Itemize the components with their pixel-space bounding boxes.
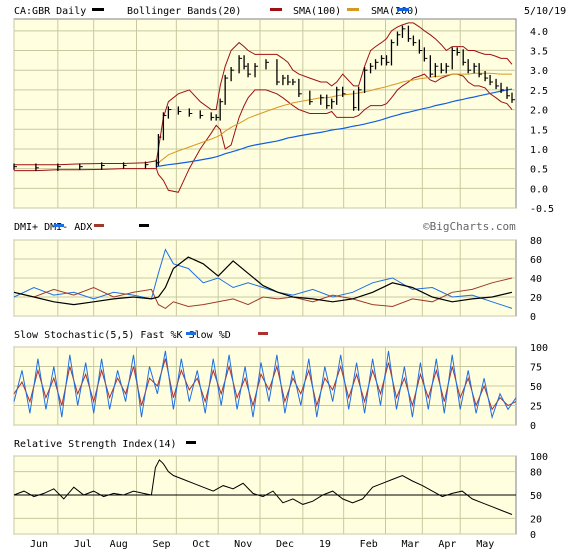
y-tick-label: 0 <box>530 421 536 432</box>
dmi-panel-title: DMI+ DMI- ADX <box>14 222 92 233</box>
panel-background <box>13 18 517 209</box>
month-label: Dec <box>276 539 294 550</box>
rsi-panel-title: Relative Strength Index(14) <box>14 439 177 450</box>
month-label: Feb <box>360 539 378 550</box>
stochastic-panel-title: Slow Stochastic(5,5) Fast %K Slow %D <box>14 330 231 341</box>
month-label: Mar <box>402 539 420 550</box>
month-label: Oct <box>192 539 210 550</box>
rsi-line <box>13 459 513 515</box>
y-tick-label: 20 <box>530 514 542 525</box>
dmi-minus-line <box>13 277 513 310</box>
y-tick-label: 4.0 <box>530 27 548 38</box>
legend-bollinger-label: Bollinger Bands(20) <box>127 6 241 17</box>
slow-d-swatch <box>258 332 268 335</box>
sma200-line <box>156 88 513 168</box>
header: CA:GBR Daily Bollinger Bands(20) SMA(100… <box>14 6 566 17</box>
y-tick-label: 60 <box>530 255 542 266</box>
y-tick-label: 40 <box>530 274 542 285</box>
y-tick-label: 0 <box>530 312 536 323</box>
dmi-plus-swatch <box>54 224 64 227</box>
dmi-panel: DMI+ DMI- ADX 80 60 40 20 0 <box>13 222 542 323</box>
y-tick-label: 100 <box>530 343 548 354</box>
y-tick-label: 80 <box>530 468 542 479</box>
adx-swatch <box>139 224 149 227</box>
y-tick-label: 2.0 <box>530 106 548 117</box>
month-label: 19 <box>319 539 331 550</box>
month-label: Aug <box>110 539 128 550</box>
month-label: Apr <box>438 539 456 550</box>
adx-line <box>13 256 513 306</box>
legend-sma100-label: SMA(100) <box>293 6 341 17</box>
y-tick-label: -0.5 <box>530 204 554 215</box>
month-label: Jul <box>74 539 92 550</box>
sma100-line <box>156 72 512 166</box>
fast-k-swatch <box>186 332 196 335</box>
y-tick-label: 0 <box>530 530 536 541</box>
symbol-label: CA:GBR Daily <box>14 6 86 17</box>
chart-date: 5/10/19 <box>524 6 566 17</box>
y-tick-label: 50 <box>530 382 542 393</box>
y-tick-label: 1.5 <box>530 125 548 136</box>
y-tick-label: 100 <box>530 452 548 463</box>
y-tick-label: 3.5 <box>530 47 548 58</box>
legend-sma200-swatch <box>397 8 409 11</box>
dmi-minus-swatch <box>94 224 104 227</box>
stochastic-panel: Slow Stochastic(5,5) Fast %K Slow %D 100… <box>13 330 548 432</box>
month-label: Nov <box>234 539 252 550</box>
legend-sma200-label: SMA(200) <box>371 6 419 17</box>
y-tick-label: 20 <box>530 293 542 304</box>
month-label: May <box>476 539 494 550</box>
y-tick-label: 25 <box>530 402 542 413</box>
y-tick-label: 3.0 <box>530 66 548 77</box>
fast-k-line <box>13 350 517 420</box>
month-label: Sep <box>153 539 171 550</box>
legend-bollinger-swatch <box>270 8 282 11</box>
y-tick-label: 1.0 <box>530 145 548 156</box>
bollinger-upper-line <box>14 22 513 166</box>
month-label: Jun <box>30 539 48 550</box>
y-tick-label: 50 <box>530 491 542 502</box>
price-legend-swatch <box>92 8 104 11</box>
rsi-swatch <box>186 441 196 444</box>
y-tick-label: 80 <box>530 236 542 247</box>
y-tick-label: 2.5 <box>530 86 548 97</box>
price-panel: 4.0 3.5 3.0 2.5 2.0 1.5 1.0 0.5 0.0 -0.5 <box>13 18 554 215</box>
y-tick-label: 0.0 <box>530 184 548 195</box>
bigcharts-watermark: ©BigCharts.com <box>423 220 516 233</box>
y-tick-label: 75 <box>530 363 542 374</box>
rsi-panel: Relative Strength Index(14) 100 80 50 20 0 <box>13 439 548 541</box>
legend-sma100-swatch <box>347 8 359 11</box>
month-axis: Jun Jul Aug Sep Oct Nov Dec 19 Feb Mar Apr May <box>30 539 494 550</box>
y-tick-label: 0.5 <box>530 165 548 176</box>
